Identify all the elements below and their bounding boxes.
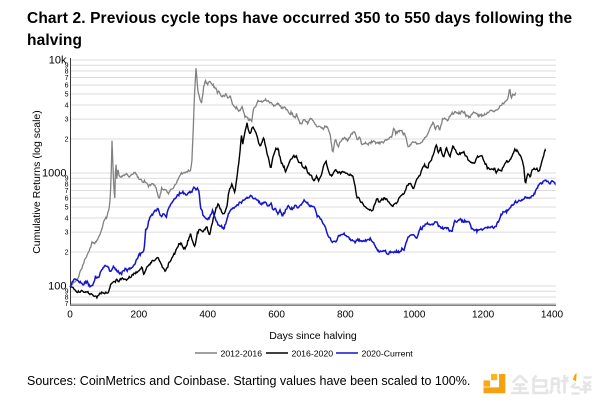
svg-text:4: 4 (65, 216, 69, 223)
svg-text:2: 2 (65, 137, 69, 144)
svg-text:3: 3 (65, 117, 69, 124)
svg-text:7: 7 (65, 75, 69, 82)
svg-text:Cumulative Returns (log scale): Cumulative Returns (log scale) (31, 110, 43, 254)
svg-text:2012-2016: 2012-2016 (221, 349, 263, 359)
svg-text:7: 7 (65, 188, 69, 195)
svg-text:Chart 2. Previous cycle tops h: Chart 2. Previous cycle tops have occurr… (27, 10, 573, 27)
svg-text:6: 6 (65, 83, 69, 90)
svg-text:9: 9 (65, 63, 69, 70)
svg-text:5: 5 (65, 205, 69, 212)
svg-text:10k: 10k (49, 55, 67, 67)
svg-text:400: 400 (199, 310, 216, 321)
svg-text:1200: 1200 (472, 310, 495, 321)
svg-text:1000: 1000 (403, 310, 426, 321)
svg-text:8: 8 (65, 69, 69, 76)
svg-text:0: 0 (67, 310, 73, 321)
svg-text:halving: halving (27, 32, 82, 49)
svg-text:Days since halving: Days since halving (269, 330, 357, 342)
svg-text:8: 8 (65, 295, 69, 302)
svg-text:1000: 1000 (42, 168, 66, 180)
svg-text:2: 2 (65, 250, 69, 257)
svg-text:4: 4 (65, 103, 69, 110)
svg-text:5: 5 (65, 92, 69, 99)
svg-text:Sources: CoinMetrics and Coinb: Sources: CoinMetrics and Coinbase. Start… (27, 374, 470, 388)
svg-text:7: 7 (65, 301, 69, 308)
svg-text:2020-Current: 2020-Current (362, 349, 414, 359)
svg-text:600: 600 (268, 310, 285, 321)
svg-text:9: 9 (65, 176, 69, 183)
svg-text:800: 800 (337, 310, 354, 321)
svg-text:200: 200 (131, 310, 148, 321)
svg-text:2016-2020: 2016-2020 (292, 349, 334, 359)
svg-text:3: 3 (65, 230, 69, 237)
svg-text:100: 100 (48, 281, 66, 293)
svg-text:6: 6 (65, 196, 69, 203)
svg-text:1400: 1400 (541, 310, 564, 321)
svg-text:9: 9 (65, 289, 69, 296)
svg-text:8: 8 (65, 182, 69, 189)
